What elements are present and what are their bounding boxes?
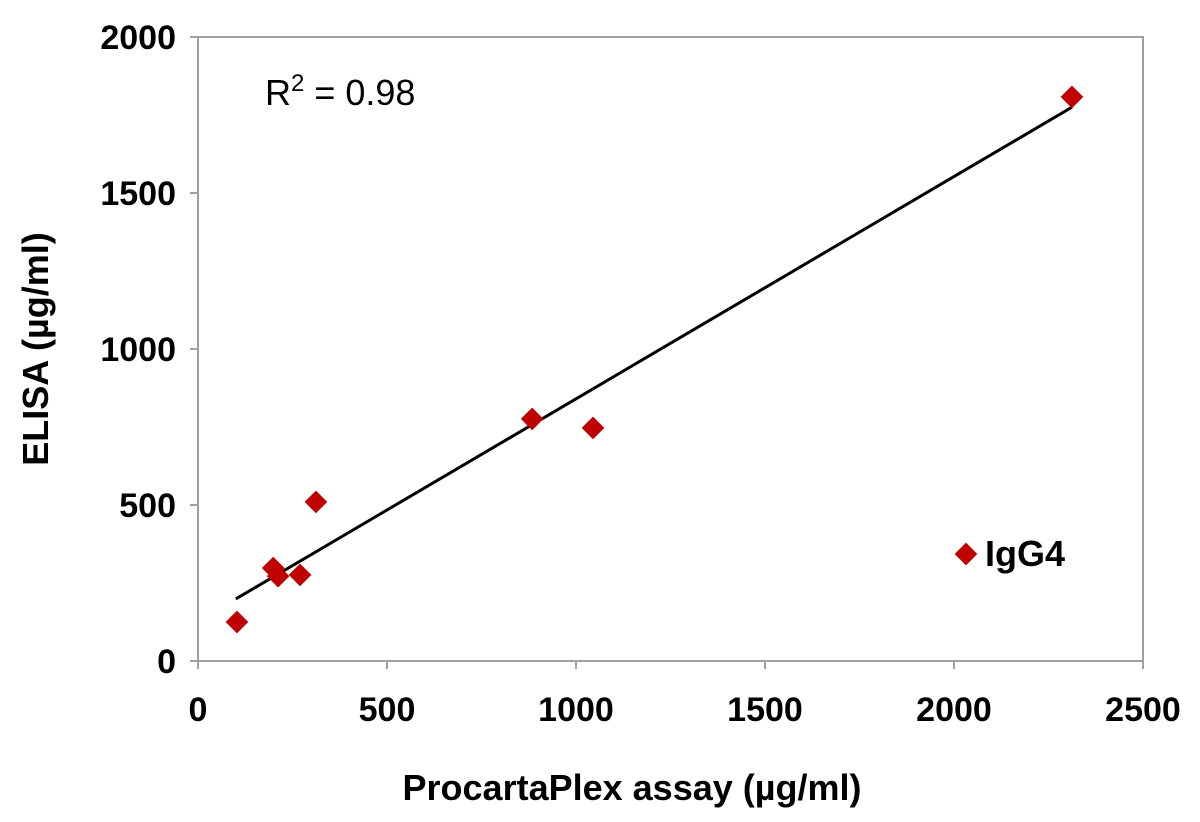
x-tick-label: 2000 — [916, 691, 992, 729]
x-tick-label: 500 — [359, 691, 416, 729]
r-squared-annotation: R2 = 0.98 — [265, 70, 415, 113]
x-axis-label: ProcartaPlex assay (µg/ml) — [403, 767, 862, 808]
y-tick-label: 1000 — [100, 331, 176, 369]
plot-area — [197, 36, 1144, 662]
y-tick-label: 500 — [119, 487, 176, 525]
x-tick-label: 1500 — [727, 691, 803, 729]
y-tick-label: 2000 — [100, 19, 176, 57]
x-tick-label: 0 — [189, 691, 208, 729]
legend-label: IgG4 — [985, 533, 1065, 574]
y-tick-label: 0 — [157, 643, 176, 681]
x-tick-label: 1000 — [538, 691, 614, 729]
trendline — [235, 105, 1073, 601]
y-tick-label: 1500 — [100, 175, 176, 213]
y-axis-label: ELISA (µg/ml) — [15, 232, 56, 465]
x-tick-label: 2500 — [1105, 691, 1181, 729]
